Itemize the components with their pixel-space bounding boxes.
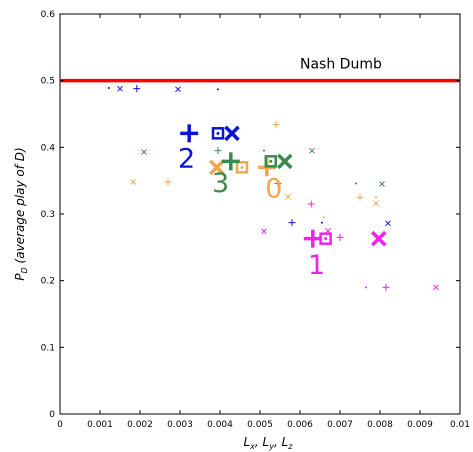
- y-tick-label: 0: [49, 410, 55, 420]
- x-tick-label: 0.007: [327, 420, 353, 430]
- point-cross-marker: [385, 220, 391, 227]
- point-cross-marker: [130, 179, 137, 185]
- centroid-square-dot-marker: [235, 161, 249, 174]
- y-tick-label: 0.3: [41, 210, 55, 220]
- point-cross-marker: [175, 86, 181, 93]
- point-plus-marker: [336, 233, 344, 241]
- x-tick-label: 0.009: [407, 420, 433, 430]
- point-cross-marker: [141, 149, 147, 155]
- point-plus-marker: [288, 219, 296, 227]
- group-label-1: 1: [308, 250, 325, 281]
- point-dot-marker: [217, 88, 219, 91]
- point-dot-marker: [263, 149, 265, 152]
- point-cross-marker: [117, 85, 123, 92]
- point-dot-marker: [323, 216, 325, 219]
- group-label-0: 0: [265, 173, 282, 204]
- point-cross-marker: [309, 147, 315, 154]
- point-cross-marker: [325, 227, 331, 234]
- point-dot-marker: [355, 182, 357, 185]
- centroid-square-dot-marker: [319, 232, 332, 245]
- x-tick-label: 0: [57, 420, 63, 430]
- y-tick-label: 0.4: [41, 143, 56, 153]
- point-cross-marker: [379, 181, 385, 187]
- group-label-3: 3: [212, 168, 229, 199]
- centroid-cross-marker: [277, 153, 293, 170]
- point-dot-marker: [365, 286, 367, 289]
- x-tick-label: 0.005: [247, 420, 273, 430]
- x-tick-label: 0.004: [207, 420, 233, 430]
- reference-layer: Nash Dumb: [60, 57, 460, 83]
- centroid-cross-marker: [224, 125, 240, 142]
- centroid-cross-marker: [209, 159, 225, 176]
- marks-layer: [107, 85, 439, 291]
- centroid-plus-marker: [221, 152, 240, 171]
- y-tick-label: 0.2: [41, 277, 55, 287]
- point-cross-marker: [433, 284, 439, 291]
- centroid-plus-marker: [180, 124, 199, 143]
- group-label-2: 2: [178, 143, 195, 174]
- point-plus-marker: [133, 85, 141, 93]
- point-plus-marker: [356, 193, 364, 201]
- plot-area: [59, 13, 461, 415]
- x-tick-label: 0.001: [87, 420, 113, 430]
- centroid-square-dot-marker: [264, 155, 278, 168]
- point-plus-marker: [272, 121, 280, 129]
- point-dot-marker: [107, 87, 110, 89]
- x-tick-label: 0.002: [127, 420, 153, 430]
- ticks-layer: 0 0.001 0.002 0.003 0.004 0.005 0.006 0.007 0.00…: [41, 10, 470, 430]
- nash-dumb-label: Nash Dumb: [300, 57, 382, 73]
- point-plus-marker: [274, 179, 282, 187]
- x-tick-label: 0.006: [287, 420, 313, 430]
- centroid-cross-marker: [371, 230, 387, 247]
- group-labels-layer: 0 1 23: [178, 143, 325, 281]
- centroid-plus-marker: [303, 229, 322, 248]
- y-tick-label: 0.5: [41, 77, 55, 87]
- x-tick-label: 0.008: [367, 420, 393, 430]
- point-dot-marker: [375, 196, 377, 199]
- point-plus-marker: [214, 147, 222, 155]
- x-axis-label: Lx, Ly, Lz: [243, 435, 293, 451]
- x-tick-label: 0.01: [450, 420, 470, 430]
- point-cross-marker: [261, 228, 267, 235]
- point-cross-marker: [285, 193, 291, 200]
- point-dot-marker: [321, 221, 323, 224]
- centroid-square-dot-marker: [211, 127, 225, 140]
- point-plus-marker: [307, 200, 315, 208]
- y-tick-label: 0.1: [41, 343, 55, 353]
- point-plus-marker: [382, 283, 390, 291]
- point-cross-marker: [373, 200, 379, 207]
- point-plus-marker: [164, 178, 172, 186]
- x-tick-label: 0.003: [167, 420, 193, 430]
- y-axis-label: PD (average play of D): [13, 147, 29, 280]
- y-tick-label: 0.6: [41, 10, 56, 20]
